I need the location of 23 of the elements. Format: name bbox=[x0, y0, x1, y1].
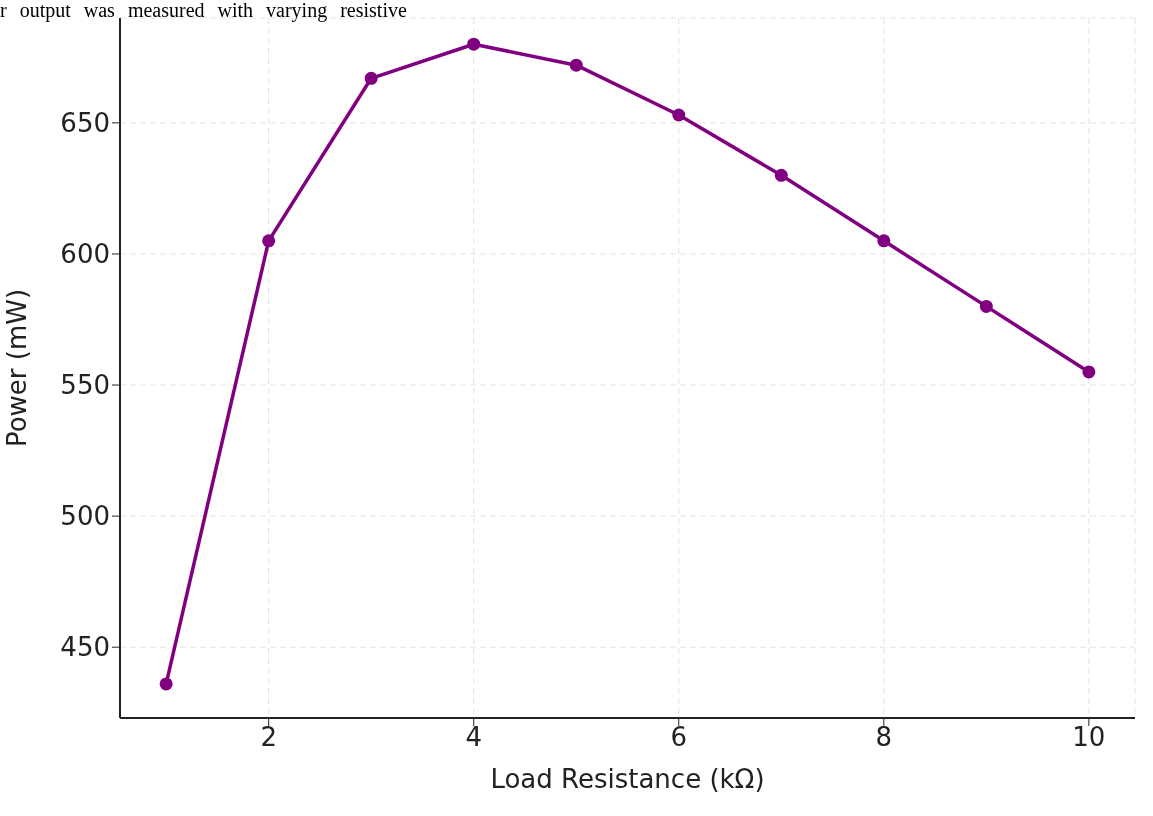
x-tick-label: 2 bbox=[260, 722, 277, 753]
y-axis-title: Power (mW) bbox=[2, 288, 33, 448]
y-tick-label: 500 bbox=[60, 501, 110, 532]
point bbox=[364, 71, 378, 85]
y-tick-label: 550 bbox=[60, 370, 110, 401]
point bbox=[569, 58, 583, 72]
x-tick-label: 8 bbox=[875, 722, 893, 753]
y-tick-label: 600 bbox=[60, 239, 110, 270]
point bbox=[672, 108, 686, 122]
point bbox=[262, 234, 276, 248]
y-tick-label: 650 bbox=[60, 108, 110, 139]
annotation: r output was measured with varying resistive bbox=[0, 0, 407, 21]
point bbox=[159, 677, 173, 691]
point bbox=[877, 234, 891, 248]
x-tick-label: 4 bbox=[465, 722, 482, 753]
point bbox=[1082, 365, 1096, 379]
x-tick-label: 6 bbox=[670, 722, 688, 753]
x-tick-label: 10 bbox=[1072, 722, 1106, 753]
point bbox=[979, 299, 993, 313]
point bbox=[774, 168, 788, 182]
y-tick-label: 450 bbox=[60, 632, 110, 663]
x-axis-title: Load Resistance (kΩ) bbox=[490, 764, 765, 794]
point bbox=[467, 37, 481, 51]
